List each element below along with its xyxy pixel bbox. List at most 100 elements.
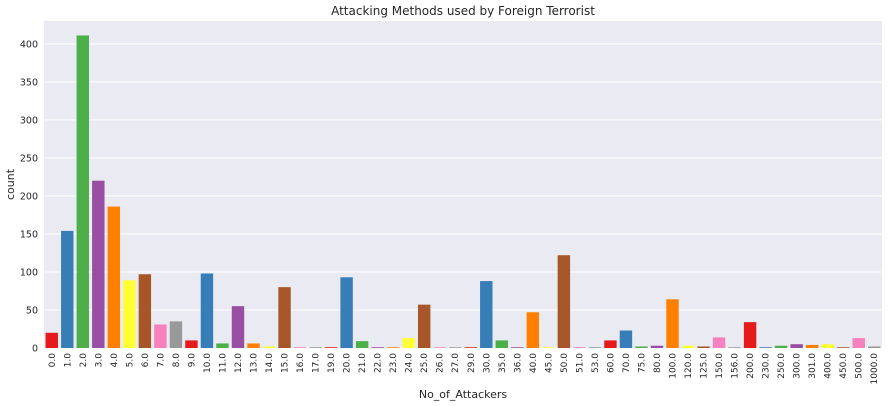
x-tick-label: 16.0 — [296, 353, 306, 373]
bar — [790, 344, 803, 348]
bar — [821, 344, 834, 348]
bar — [371, 347, 384, 348]
bar — [76, 35, 90, 348]
y-tick-label: 300 — [20, 115, 38, 126]
x-tick-label: 400.0 — [824, 353, 834, 379]
bar — [868, 346, 881, 348]
y-axis-label: count — [4, 168, 17, 200]
x-tick-label: 301.0 — [808, 353, 818, 379]
bar — [681, 345, 695, 348]
bar — [604, 340, 617, 348]
bar — [759, 347, 772, 348]
x-tick-label: 50.0 — [560, 353, 570, 373]
bars — [45, 35, 881, 348]
bar — [712, 337, 726, 348]
bar — [185, 340, 198, 348]
x-tick-label: 5.0 — [125, 353, 135, 368]
y-tick-label: 0 — [32, 344, 38, 355]
x-tick-label: 60.0 — [606, 353, 616, 373]
x-tick-label: 40.0 — [529, 353, 539, 373]
x-tick-label: 14.0 — [265, 353, 275, 373]
bar — [588, 347, 602, 348]
bar — [123, 280, 136, 348]
bar — [154, 324, 167, 348]
x-tick-label: 30.0 — [482, 353, 492, 373]
y-tick-label: 200 — [20, 191, 38, 202]
bar — [728, 347, 741, 348]
bar — [557, 255, 571, 348]
bar — [45, 332, 58, 348]
x-tick-label: 21.0 — [358, 353, 368, 373]
y-tick-labels: 0 50 100 150 200 250 300 350 400 — [20, 39, 38, 354]
bar — [805, 344, 819, 348]
bar — [386, 347, 400, 348]
x-tick-label: 29.0 — [467, 353, 477, 373]
bar — [200, 273, 214, 348]
x-tick-label: 450.0 — [839, 353, 849, 379]
x-tick-label: 230.0 — [762, 353, 772, 379]
grid-lines — [44, 43, 882, 349]
x-tick-label: 75.0 — [637, 353, 647, 373]
x-tick-label: 11.0 — [218, 353, 228, 373]
x-tick-label: 300.0 — [793, 353, 803, 379]
x-tick-label: 19.0 — [327, 353, 337, 373]
x-tick-label: 27.0 — [451, 353, 461, 373]
x-tick-label: 0.0 — [48, 353, 58, 368]
x-tick-label: 3.0 — [94, 353, 104, 368]
bar — [774, 345, 788, 348]
x-tick-label: 1000.0 — [870, 353, 880, 385]
x-tick-label: 25.0 — [420, 353, 430, 373]
bar — [635, 346, 648, 348]
x-tick-label: 35.0 — [498, 353, 508, 373]
x-tick-label: 20.0 — [343, 353, 353, 373]
x-tick-label: 6.0 — [141, 353, 151, 368]
x-tick-label: 500.0 — [855, 353, 865, 379]
bar — [278, 287, 291, 348]
bar — [495, 340, 509, 348]
x-tick-label: 26.0 — [436, 353, 446, 373]
bar — [449, 347, 462, 348]
x-tick-label: 156.0 — [731, 353, 741, 379]
bar — [417, 304, 431, 348]
x-tick-label: 17.0 — [312, 353, 322, 373]
x-tick-label: 4.0 — [110, 353, 120, 368]
x-tick-label: 10.0 — [203, 353, 213, 373]
x-tick-label: 23.0 — [389, 353, 399, 373]
chart-title: Attacking Methods used by Foreign Terror… — [331, 4, 595, 18]
bar — [743, 322, 757, 348]
y-tick-label: 400 — [20, 39, 38, 50]
x-tick-label: 200.0 — [746, 353, 756, 379]
x-tick-label: 22.0 — [374, 353, 384, 373]
bar — [650, 345, 664, 348]
bar — [836, 347, 850, 348]
bar — [666, 299, 679, 348]
x-tick-label: 51.0 — [575, 353, 585, 373]
x-tick-label: 100.0 — [669, 353, 679, 379]
x-tick-label: 24.0 — [405, 353, 415, 373]
x-tick-label: 1.0 — [63, 353, 73, 368]
bar — [61, 230, 74, 348]
bar — [107, 206, 121, 348]
bar — [340, 277, 353, 348]
x-tick-label: 250.0 — [777, 353, 787, 379]
x-tick-label: 12.0 — [234, 353, 244, 373]
bar — [511, 347, 524, 348]
bar — [526, 312, 540, 348]
bar — [619, 330, 633, 348]
bar — [92, 180, 105, 348]
bar — [231, 306, 245, 348]
x-tick-labels: 0.0 1.0 2.0 3.0 4.0 5.0 6.0 7.0 8.0 9.0 10.0 11.0 12… — [48, 353, 880, 385]
bar — [573, 347, 586, 348]
x-tick-label: 45.0 — [544, 353, 554, 373]
bar — [324, 347, 338, 348]
bar — [216, 343, 229, 348]
x-tick-label: 8.0 — [172, 353, 182, 368]
bar — [355, 341, 369, 348]
bar — [433, 347, 446, 348]
x-tick-label: 70.0 — [622, 353, 632, 373]
x-tick-label: 80.0 — [653, 353, 663, 373]
bar — [169, 321, 183, 348]
x-tick-label: 150.0 — [715, 353, 725, 379]
x-tick-label: 2.0 — [79, 353, 89, 368]
